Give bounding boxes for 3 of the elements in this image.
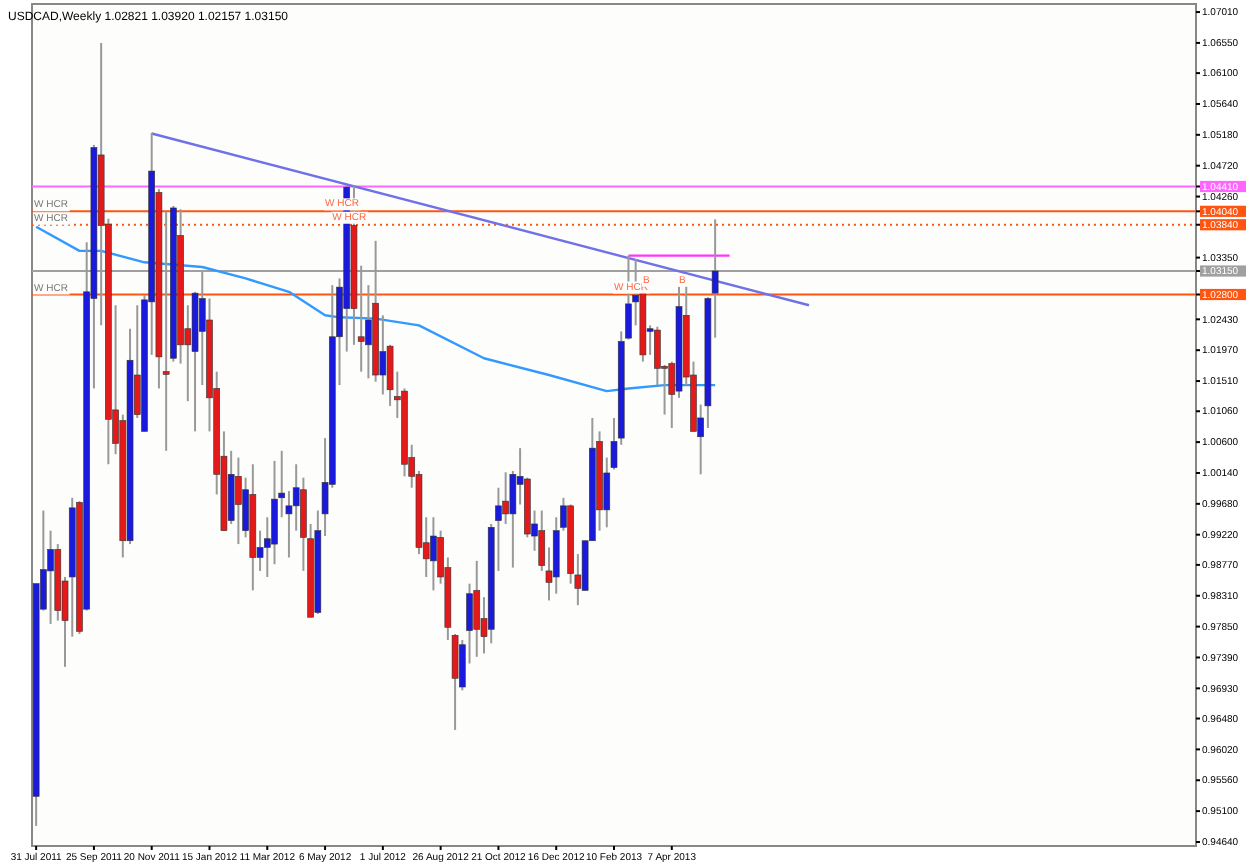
candlestick [235, 456, 242, 546]
candlestick [430, 516, 437, 592]
candlestick [473, 559, 481, 658]
